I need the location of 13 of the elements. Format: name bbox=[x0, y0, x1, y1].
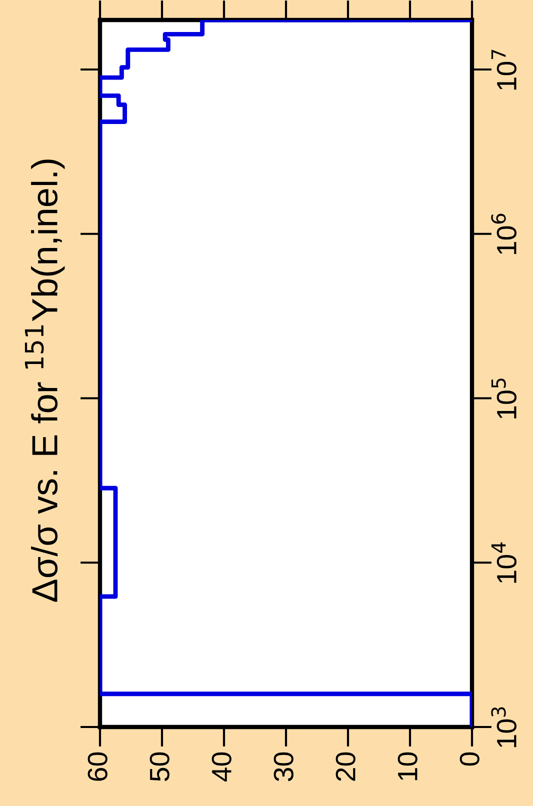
x-tick-label: 60 bbox=[88, 752, 108, 781]
x-tick-label: 40 bbox=[212, 752, 232, 782]
x-tick-label: 10 bbox=[398, 752, 418, 780]
x-tick-label: 50 bbox=[150, 752, 170, 782]
y-tick-label: 10$^{4}$ bbox=[491, 542, 517, 583]
y-tick-label: 10$^{7}$ bbox=[491, 50, 517, 90]
x-tick-label: 0 bbox=[460, 752, 480, 766]
x-tick-label: 20 bbox=[336, 752, 356, 781]
x-tick-label: 30 bbox=[274, 752, 294, 782]
y-tick-label: 10$^{3}$ bbox=[491, 707, 516, 748]
y-tick-label: 10$^{6}$ bbox=[491, 214, 516, 254]
y-tick-label: 10$^{5}$ bbox=[491, 378, 517, 418]
text: Δσ/σ vs. E for $^{151}$Yb(n,inel.) bbox=[24, 160, 65, 602]
